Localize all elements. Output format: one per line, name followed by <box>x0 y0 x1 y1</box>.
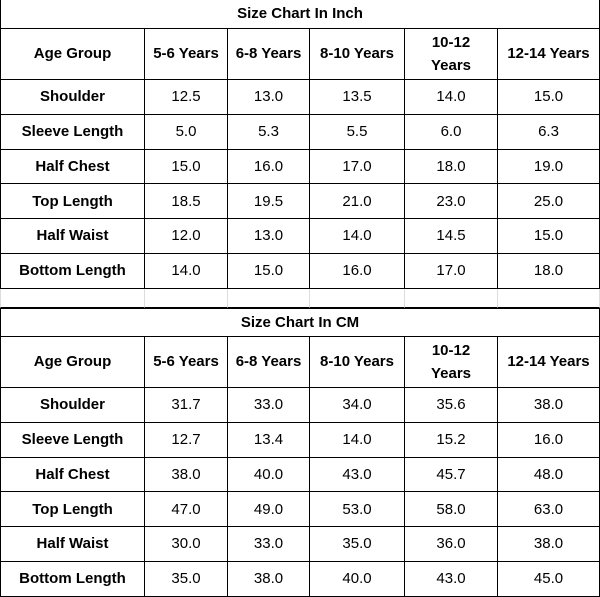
table-value: 18.5 <box>145 184 228 220</box>
spacer-cell <box>228 288 310 308</box>
table-value: 49.0 <box>228 492 310 528</box>
table-value: 36.0 <box>405 527 498 562</box>
table-value: 17.0 <box>310 149 405 185</box>
column-header: Age Group <box>0 29 145 80</box>
table-value: 38.0 <box>498 527 600 562</box>
table-value: 17.0 <box>405 254 498 289</box>
table-value: 38.0 <box>228 562 310 597</box>
row-label: Half Waist <box>0 219 145 254</box>
table-value: 16.0 <box>228 149 310 185</box>
table-value: 16.0 <box>310 254 405 289</box>
table-value: 6.0 <box>405 114 498 150</box>
column-header: Age Group <box>0 337 145 388</box>
table-value: 21.0 <box>310 184 405 220</box>
row-label: Half Chest <box>0 457 145 493</box>
table-value: 14.0 <box>310 219 405 254</box>
table-value: 43.0 <box>405 562 498 597</box>
table-value: 40.0 <box>310 562 405 597</box>
column-header: 6-8 Years <box>228 29 310 80</box>
table-value: 25.0 <box>498 184 600 220</box>
table-value: 38.0 <box>145 457 228 493</box>
table-value: 33.0 <box>228 527 310 562</box>
table-value: 19.0 <box>498 149 600 185</box>
table-value: 38.0 <box>498 388 600 423</box>
table-value: 15.0 <box>145 149 228 185</box>
column-header: 8-10 Years <box>310 29 405 80</box>
spacer-cell <box>498 288 600 308</box>
row-label: Shoulder <box>0 388 145 423</box>
column-header: 5-6 Years <box>145 29 228 80</box>
table-value: 35.0 <box>310 527 405 562</box>
table-value: 18.0 <box>405 149 498 185</box>
table-value: 18.0 <box>498 254 600 289</box>
row-label: Bottom Length <box>0 562 145 597</box>
table-value: 13.4 <box>228 422 310 458</box>
table-value: 16.0 <box>498 422 600 458</box>
table-value: 34.0 <box>310 388 405 423</box>
table-value: 5.3 <box>228 114 310 150</box>
spacer-cell <box>405 288 498 308</box>
table-value: 47.0 <box>145 492 228 528</box>
table-value: 12.7 <box>145 422 228 458</box>
table-value: 14.0 <box>145 254 228 289</box>
column-header: 8-10 Years <box>310 337 405 388</box>
table-value: 19.5 <box>228 184 310 220</box>
table-value: 13.5 <box>310 80 405 115</box>
spacer-cell <box>0 288 145 308</box>
table-value: 40.0 <box>228 457 310 493</box>
column-header: 10-12 Years <box>405 29 498 80</box>
table-value: 14.5 <box>405 219 498 254</box>
column-header: 5-6 Years <box>145 337 228 388</box>
table-title: Size Chart In Inch <box>0 0 600 29</box>
table-value: 31.7 <box>145 388 228 423</box>
table-value: 43.0 <box>310 457 405 493</box>
row-label: Half Waist <box>0 527 145 562</box>
table-value: 35.6 <box>405 388 498 423</box>
column-header: 12-14 Years <box>498 337 600 388</box>
table-value: 13.0 <box>228 219 310 254</box>
row-label: Top Length <box>0 492 145 528</box>
table-value: 15.0 <box>228 254 310 289</box>
table-value: 35.0 <box>145 562 228 597</box>
table-value: 14.0 <box>310 422 405 458</box>
table-value: 15.0 <box>498 80 600 115</box>
table-value: 12.5 <box>145 80 228 115</box>
table-value: 45.7 <box>405 457 498 493</box>
row-label: Bottom Length <box>0 254 145 289</box>
table-value: 45.0 <box>498 562 600 597</box>
table-value: 5.0 <box>145 114 228 150</box>
row-label: Sleeve Length <box>0 422 145 458</box>
table-value: 15.0 <box>498 219 600 254</box>
table-value: 23.0 <box>405 184 498 220</box>
table-value: 30.0 <box>145 527 228 562</box>
column-header: 10-12 Years <box>405 337 498 388</box>
table-value: 6.3 <box>498 114 600 150</box>
table-value: 12.0 <box>145 219 228 254</box>
table-value: 14.0 <box>405 80 498 115</box>
column-header: 12-14 Years <box>498 29 600 80</box>
table-value: 48.0 <box>498 457 600 493</box>
column-header: 6-8 Years <box>228 337 310 388</box>
table-value: 33.0 <box>228 388 310 423</box>
row-label: Top Length <box>0 184 145 220</box>
row-label: Half Chest <box>0 149 145 185</box>
row-label: Sleeve Length <box>0 114 145 150</box>
table-title: Size Chart In CM <box>0 308 600 337</box>
table-value: 63.0 <box>498 492 600 528</box>
table-value: 5.5 <box>310 114 405 150</box>
spacer-cell <box>145 288 228 308</box>
spacer-cell <box>310 288 405 308</box>
table-value: 58.0 <box>405 492 498 528</box>
table-value: 13.0 <box>228 80 310 115</box>
row-label: Shoulder <box>0 80 145 115</box>
table-value: 53.0 <box>310 492 405 528</box>
table-value: 15.2 <box>405 422 498 458</box>
